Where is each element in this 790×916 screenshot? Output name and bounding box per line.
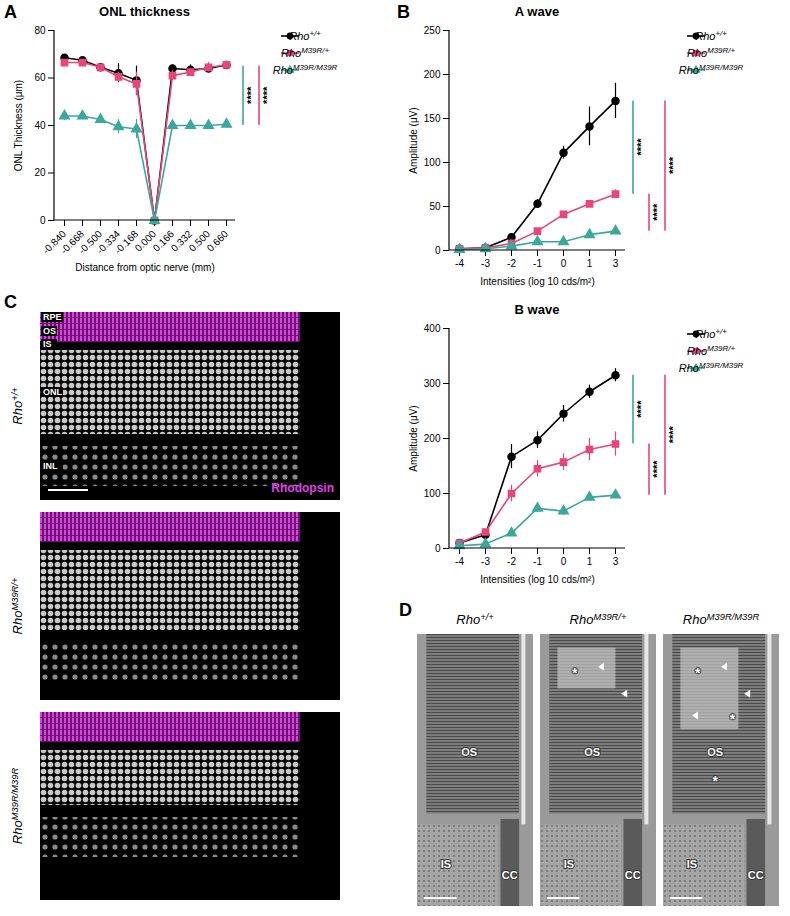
html-text:A: A [4,2,17,22]
svg-text:200: 200 [424,69,441,80]
svg-text:-0.334: -0.334 [94,228,123,257]
svg-text:*: * [730,711,736,727]
html-text:C: C [4,292,17,312]
svg-text:OS: OS [584,746,600,758]
svg-text:RhoM39R/+: RhoM39R/+ [687,46,735,59]
svg-text:*: * [712,773,718,789]
svg-text:-3: -3 [481,556,490,567]
svg-text:Rho+/+: Rho+/+ [456,612,494,627]
svg-text:400: 400 [424,323,441,334]
svg-text:100: 100 [424,157,441,168]
svg-text:RhoM39R/M39R: RhoM39R/M39R [683,612,760,627]
svg-text:-3: -3 [481,258,490,269]
svg-text:Rho+/+: Rho+/+ [695,327,727,340]
svg-text:0.500: 0.500 [186,228,213,254]
svg-text:100: 100 [424,488,441,499]
svg-text:40: 40 [34,120,46,131]
svg-text:Intensities (log 10 cds/m²): Intensities (log 10 cds/m²) [480,574,595,585]
svg-text:Amplitude (μV): Amplitude (μV) [408,107,419,173]
svg-text:0.660: 0.660 [205,228,231,254]
svg-text:****: **** [651,460,663,478]
svg-text:OS: OS [707,746,723,758]
svg-text:****: **** [667,425,679,443]
svg-text:CC: CC [502,869,518,881]
svg-text:Rho+/+: Rho+/+ [289,29,321,42]
svg-text:-0.500: -0.500 [76,228,105,257]
svg-text:-4: -4 [455,556,464,567]
svg-text:80: 80 [34,25,46,36]
svg-text:****: **** [635,400,647,418]
svg-text:-0.840: -0.840 [40,228,69,257]
svg-text:A wave: A wave [515,4,559,19]
svg-text:*: * [695,665,701,681]
svg-text:Intensities (log 10 cds/m²): Intensities (log 10 cds/m²) [480,276,595,287]
svg-text:3: 3 [613,258,619,269]
svg-text:-2: -2 [507,258,516,269]
svg-text:RhoM39R/M39R: RhoM39R/M39R [679,361,744,374]
svg-text:-4: -4 [455,258,464,269]
svg-text:20: 20 [34,167,46,178]
svg-text:300: 300 [424,378,441,389]
svg-text:-0.668: -0.668 [58,228,87,257]
svg-text:0: 0 [561,258,567,269]
svg-text:IS: IS [43,339,52,349]
svg-text:****: **** [651,203,663,221]
svg-text:IS: IS [687,858,697,870]
svg-text:0: 0 [561,556,567,567]
svg-text:0.166: 0.166 [150,228,177,254]
svg-text:****: **** [245,86,257,104]
svg-text:0.000: 0.000 [132,228,159,254]
svg-text:CC: CC [748,869,764,881]
svg-text:60: 60 [34,72,46,83]
svg-text:0: 0 [435,245,441,256]
svg-text:250: 250 [424,25,441,36]
svg-text:RhoM39R/+: RhoM39R/+ [570,612,627,627]
svg-text:RhoM39R/+: RhoM39R/+ [281,46,329,59]
svg-text:-2: -2 [507,556,516,567]
svg-text:200: 200 [424,433,441,444]
svg-text:Rho+/+: Rho+/+ [695,29,727,42]
svg-text:****: **** [635,138,647,156]
svg-text:0.332: 0.332 [168,228,195,254]
svg-text:Distance from optic nerve (mm): Distance from optic nerve (mm) [75,262,214,273]
svg-text:RhoM39R/+: RhoM39R/+ [10,577,25,634]
svg-text:****: **** [261,86,273,104]
svg-text:0: 0 [435,543,441,554]
svg-text:0: 0 [40,215,46,226]
svg-text:3: 3 [613,556,619,567]
html-text:B: B [397,2,410,22]
svg-text:RhoM39R/+: RhoM39R/+ [687,344,735,357]
svg-text:ONL Thickness (μm): ONL Thickness (μm) [13,80,24,171]
svg-text:RhoM39R/M39R: RhoM39R/M39R [679,63,744,76]
svg-text:ONL thickness: ONL thickness [99,4,190,19]
svg-text:50: 50 [429,201,441,212]
svg-text:RhoM39R/M39R: RhoM39R/M39R [273,63,338,76]
svg-text:OS: OS [43,326,56,336]
svg-text:-1: -1 [533,556,542,567]
svg-text:CC: CC [625,869,641,881]
svg-text:RPE: RPE [43,312,62,322]
svg-text:-1: -1 [533,258,542,269]
html-text:D: D [399,600,412,620]
svg-text:-0.168: -0.168 [112,228,141,257]
svg-text:Amplitude (μV): Amplitude (μV) [408,405,419,471]
svg-text:RhoM39R/M39R: RhoM39R/M39R [10,768,25,845]
svg-text:150: 150 [424,113,441,124]
svg-text:IS: IS [441,858,451,870]
svg-text:Rhodopsin: Rhodopsin [271,481,334,495]
svg-text:1: 1 [587,258,593,269]
svg-text:B wave: B wave [515,302,560,317]
svg-text:IS: IS [564,858,574,870]
svg-text:*: * [572,665,578,681]
svg-text:OS: OS [461,746,477,758]
svg-text:****: **** [667,156,679,174]
svg-text:INL: INL [43,461,58,471]
svg-text:ONL: ONL [43,387,63,397]
svg-text:1: 1 [587,556,593,567]
svg-text:Rho+/+: Rho+/+ [10,387,25,425]
